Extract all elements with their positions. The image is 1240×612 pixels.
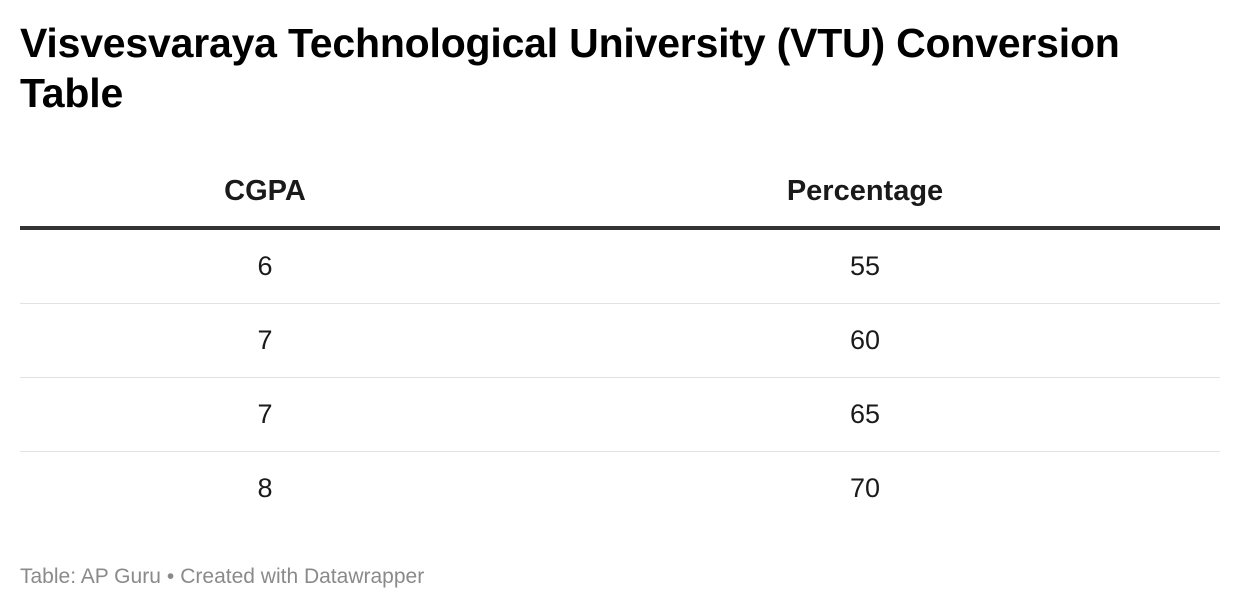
table-title: Visvesvaraya Technological University (V… [20, 20, 1120, 116]
source-note: Table: AP Guru [20, 565, 161, 588]
cell-cgpa: 8 [257, 473, 273, 503]
cell-cgpa: 7 [20, 303, 510, 378]
table-header-row: CGPA Percentage [20, 156, 1220, 230]
column-header-cgpa: CGPA [20, 156, 510, 230]
credit-note: Created with Datawrapper [180, 565, 425, 588]
table-footer: Table: AP Guru • Created with Datawrapper [20, 565, 424, 589]
cell-percentage: 60 [510, 303, 1220, 378]
cell-cgpa: 6 [20, 228, 510, 304]
cell-cgpa: 7 [20, 377, 510, 452]
table-row: 7 60 [20, 303, 1220, 378]
table-row: 6 55 [20, 228, 1220, 304]
conversion-table: CGPA Percentage 6 55 7 60 7 65 8 70 [20, 156, 1220, 525]
table-row: 7 65 [20, 377, 1220, 452]
column-header-percentage: Percentage [510, 156, 1220, 230]
table-row: 8 70 [20, 452, 1220, 526]
cell-percentage: 70 [849, 473, 881, 503]
cell-percentage: 55 [510, 228, 1220, 304]
cell-percentage: 65 [510, 377, 1220, 452]
footer-separator: • [166, 565, 175, 588]
